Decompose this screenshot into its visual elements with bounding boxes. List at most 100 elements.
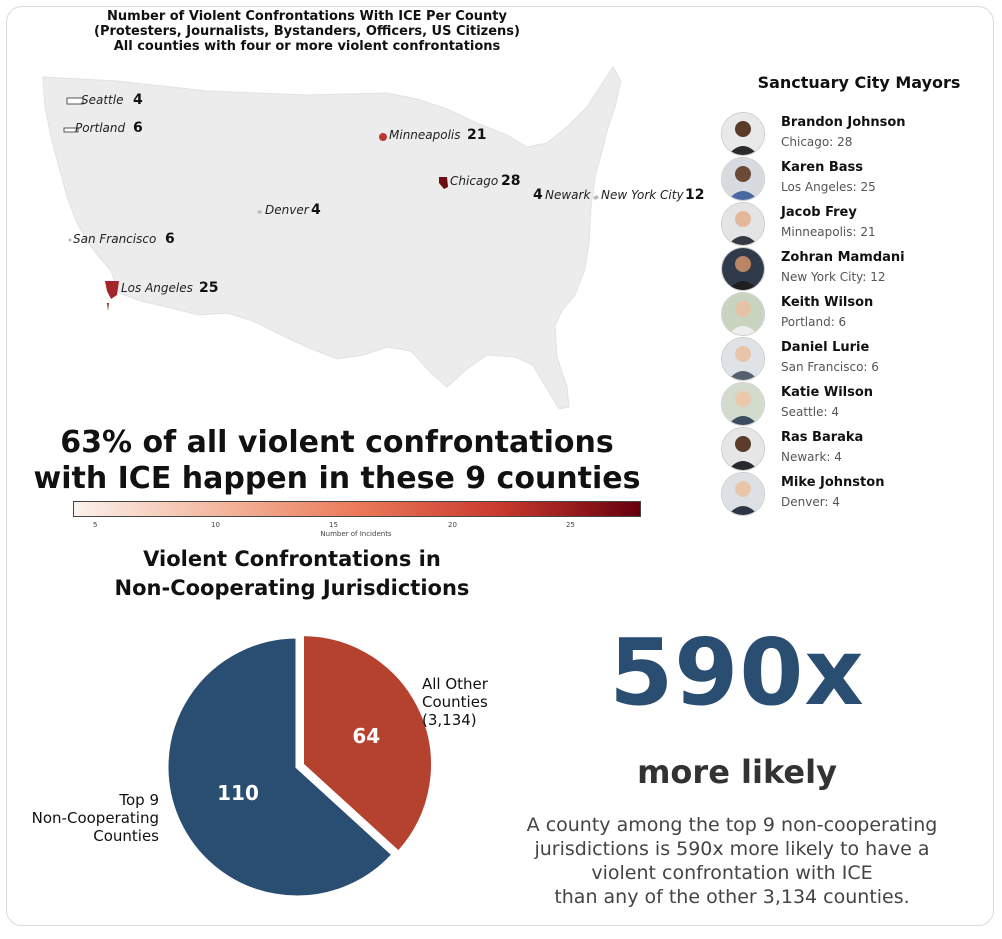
pie-label-line: Counties bbox=[422, 693, 488, 711]
pie-label-line: All Other bbox=[422, 675, 488, 693]
city-count-seattle: 4 bbox=[133, 92, 143, 108]
city-label-portland: Portland bbox=[75, 121, 126, 135]
mayor-item: Karen Bass Los Angeles: 25 bbox=[721, 156, 991, 201]
colorbar-tick: 5 bbox=[93, 521, 98, 529]
pie-label-line: Counties bbox=[93, 827, 159, 845]
map-title-line: All counties with four or more violent c… bbox=[113, 39, 501, 54]
county-marker-seattle bbox=[66, 97, 84, 105]
mayor-detail: Portland: 6 bbox=[781, 315, 847, 329]
pie-value-top-9: 110 bbox=[217, 781, 259, 806]
pie-label-line: (3,134) bbox=[422, 711, 477, 729]
mayor-detail: Seattle: 4 bbox=[781, 405, 839, 419]
map-title-line: (Protesters, Journalists, Bystanders, Of… bbox=[94, 24, 520, 39]
pie-label-top-9: Top 9 Non-Cooperating Counties bbox=[7, 791, 159, 845]
city-count-los-angeles: 25 bbox=[199, 280, 219, 296]
county-marker-los-angeles bbox=[105, 281, 119, 299]
colorbar-tick: 10 bbox=[211, 521, 220, 529]
avatar bbox=[721, 157, 765, 201]
mayor-item: Ras Baraka Newark: 4 bbox=[721, 426, 991, 471]
mayor-name: Jacob Frey bbox=[781, 205, 857, 220]
mayors-title: Sanctuary City Mayors bbox=[757, 73, 961, 92]
mayor-detail: San Francisco: 6 bbox=[781, 360, 879, 374]
headline-line-2: with ICE happen in these 9 counties bbox=[33, 461, 641, 496]
mayor-detail: Minneapolis: 21 bbox=[781, 225, 876, 239]
avatar bbox=[721, 382, 765, 426]
city-count-new-york-city: 12 bbox=[685, 187, 705, 203]
county-marker-newark bbox=[593, 195, 599, 200]
city-label-newark: Newark bbox=[545, 188, 591, 202]
us-map-outline bbox=[42, 66, 622, 410]
colorbar-tick: 25 bbox=[566, 521, 575, 529]
mayor-detail: Chicago: 28 bbox=[781, 135, 853, 149]
colorbar bbox=[73, 501, 641, 517]
city-count-chicago: 28 bbox=[501, 173, 521, 189]
headline: 63% of all violent confrontations with I… bbox=[7, 425, 667, 497]
avatar bbox=[721, 337, 765, 381]
description-line: violent confrontation with ICE bbox=[591, 862, 873, 884]
avatar bbox=[721, 247, 765, 291]
city-label-chicago: Chicago bbox=[450, 174, 499, 188]
mayor-detail: Denver: 4 bbox=[781, 495, 840, 509]
mayor-item: Katie Wilson Seattle: 4 bbox=[721, 381, 991, 426]
colorbar-tick: 20 bbox=[448, 521, 457, 529]
us-map bbox=[42, 66, 622, 410]
mayor-name: Ras Baraka bbox=[781, 430, 864, 445]
avatar bbox=[721, 202, 765, 246]
colorbar-label: Number of Incidents bbox=[320, 530, 392, 538]
pie-value-all-other: 64 bbox=[352, 724, 381, 749]
headline-line-1: 63% of all violent confrontations bbox=[60, 425, 614, 460]
city-label-denver: Denver bbox=[265, 203, 309, 217]
pie-label-line: Top 9 bbox=[119, 791, 159, 809]
likelihood-multiplier: 590x bbox=[609, 619, 865, 726]
map-title-line: Number of Violent Confrontations With IC… bbox=[107, 9, 507, 24]
mayor-item: Keith Wilson Portland: 6 bbox=[721, 291, 991, 336]
city-count-denver: 4 bbox=[311, 202, 321, 218]
avatar bbox=[721, 427, 765, 471]
pie-slice-all-other bbox=[300, 633, 434, 855]
likelihood-caption: more likely bbox=[637, 753, 837, 791]
city-label-san-francisco: San Francisco bbox=[73, 232, 157, 246]
county-marker-minneapolis bbox=[379, 133, 387, 141]
city-count-newark: 4 bbox=[533, 187, 543, 203]
avatar bbox=[721, 112, 765, 156]
mayor-detail: Newark: 4 bbox=[781, 450, 842, 464]
mayor-item: Jacob Frey Minneapolis: 21 bbox=[721, 201, 991, 246]
mayor-item: Brandon Johnson Chicago: 28 bbox=[721, 111, 991, 156]
mayor-name: Karen Bass bbox=[781, 160, 864, 175]
county-marker-los-angeles-islands bbox=[107, 303, 109, 311]
mayor-name: Katie Wilson bbox=[781, 385, 874, 400]
mayor-item: Daniel Lurie San Francisco: 6 bbox=[721, 336, 991, 381]
description-line: A county among the top 9 non-cooperating bbox=[526, 814, 938, 836]
county-marker-san-francisco bbox=[68, 238, 72, 242]
description-line: than any of the other 3,134 counties. bbox=[554, 886, 910, 908]
mayor-item: Mike Johnston Denver: 4 bbox=[721, 471, 991, 516]
county-marker-chicago bbox=[439, 177, 448, 189]
city-count-minneapolis: 21 bbox=[467, 127, 487, 143]
city-label-new-york-city: New York City bbox=[601, 188, 684, 202]
mayor-name: Daniel Lurie bbox=[781, 340, 870, 355]
county-marker-denver bbox=[257, 210, 262, 214]
infographic-card: Number of Violent Confrontations With IC… bbox=[6, 6, 994, 926]
mayor-name: Zohran Mamdani bbox=[781, 250, 905, 265]
city-label-seattle: Seattle bbox=[81, 93, 124, 107]
pie-chart bbox=[165, 633, 434, 899]
map-title: Number of Violent Confrontations With IC… bbox=[67, 9, 547, 54]
city-count-portland: 6 bbox=[133, 120, 143, 136]
description-line: jurisdictions is 590x more likely to hav… bbox=[534, 838, 930, 860]
colorbar-tick: 15 bbox=[329, 521, 338, 529]
pie-label-all-other: All Other Counties (3,134) bbox=[422, 675, 488, 729]
mayor-detail: Los Angeles: 25 bbox=[781, 180, 876, 194]
mayor-name: Brandon Johnson bbox=[781, 115, 906, 130]
county-marker-portland bbox=[63, 127, 79, 133]
mayor-item: Zohran Mamdani New York City: 12 bbox=[721, 246, 991, 291]
mayor-name: Keith Wilson bbox=[781, 295, 874, 310]
city-label-los-angeles: Los Angeles bbox=[121, 281, 193, 295]
mayor-name: Mike Johnston bbox=[781, 475, 885, 490]
avatar bbox=[721, 472, 765, 516]
pie-slice-top-9 bbox=[165, 635, 396, 899]
pie-label-line: Non-Cooperating bbox=[31, 809, 159, 827]
likelihood-description: A county among the top 9 non-cooperating… bbox=[477, 813, 987, 909]
pie-title: Violent Confrontations in Non-Cooperatin… bbox=[47, 545, 537, 603]
city-count-san-francisco: 6 bbox=[165, 231, 175, 247]
pie-title-line: Violent Confrontations in bbox=[143, 547, 441, 571]
